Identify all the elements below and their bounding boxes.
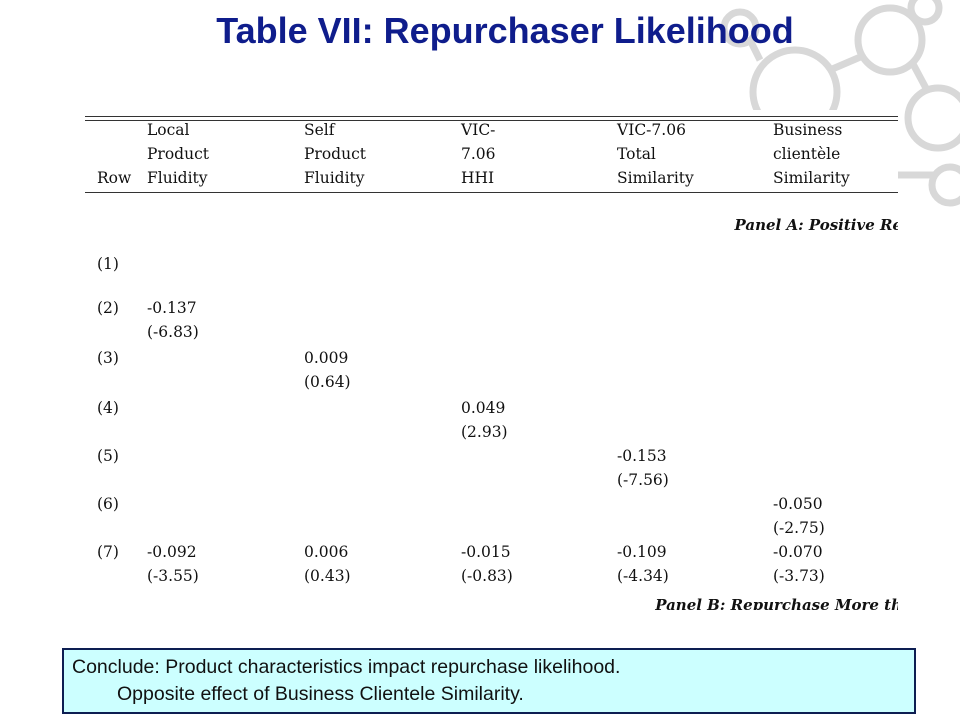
tstat-cell: (0.64) (304, 373, 351, 391)
column-header: Product (147, 145, 209, 163)
tstat-cell: (-6.83) (147, 323, 199, 341)
coefficient-cell: 0.006 (304, 543, 349, 561)
coefficient-cell: -0.092 (147, 543, 197, 561)
column-header: VIC- (461, 121, 496, 139)
regression-table: Panel A: Positive Re Panel B: Repurchase… (85, 110, 898, 610)
coefficient-cell: -0.050 (773, 495, 823, 513)
row-label: (2) (97, 299, 119, 317)
tstat-cell: (-0.83) (461, 567, 513, 585)
conclusion-box: Conclude: Product characteristics impact… (62, 648, 916, 714)
panel-b-label: Panel B: Repurchase More th (655, 596, 898, 610)
column-header: VIC-7.06 (617, 121, 686, 139)
column-header: HHI (461, 169, 495, 187)
row-label: (1) (97, 255, 119, 273)
column-header: Similarity (617, 169, 694, 187)
coefficient-cell: 0.009 (304, 349, 349, 367)
coefficient-cell: 0.049 (461, 399, 506, 417)
coefficient-cell: -0.015 (461, 543, 511, 561)
row-label: (4) (97, 399, 119, 417)
top-rule-double (85, 120, 898, 121)
column-header: Product (304, 145, 366, 163)
row-label: (5) (97, 447, 119, 465)
conclusion-line-1: Conclude: Product characteristics impact… (72, 656, 621, 678)
panel-a-label: Panel A: Positive Re (734, 216, 898, 234)
row-label: (6) (97, 495, 119, 513)
tstat-cell: (0.43) (304, 567, 351, 585)
tstat-cell: (-4.34) (617, 567, 669, 585)
column-header: Similarity (773, 169, 850, 187)
tstat-cell: (-3.55) (147, 567, 199, 585)
row-label: (7) (97, 543, 119, 561)
column-header: Business (773, 121, 843, 139)
tstat-cell: (-7.56) (617, 471, 669, 489)
tstat-cell: (-2.75) (773, 519, 825, 537)
tstat-cell: (-3.73) (773, 567, 825, 585)
coefficient-cell: -0.153 (617, 447, 667, 465)
column-header: Fluidity (147, 169, 208, 187)
column-header: Total (617, 145, 656, 163)
header-rule (85, 192, 898, 193)
coefficient-cell: -0.137 (147, 299, 197, 317)
conclusion-line-2: Opposite effect of Business Clientele Si… (117, 683, 524, 705)
coefficient-cell: -0.070 (773, 543, 823, 561)
row-label: (3) (97, 349, 119, 367)
top-rule (85, 116, 898, 117)
coefficient-cell: -0.109 (617, 543, 667, 561)
tstat-cell: (2.93) (461, 423, 508, 441)
column-header: Fluidity (304, 169, 365, 187)
slide-title: Table VII: Repurchaser Likelihood (216, 10, 794, 51)
column-header: Row (97, 169, 132, 187)
column-header: clientèle (773, 145, 841, 163)
column-header: 7.06 (461, 145, 496, 163)
column-header: Local (147, 121, 190, 139)
column-header: Self (304, 121, 335, 139)
